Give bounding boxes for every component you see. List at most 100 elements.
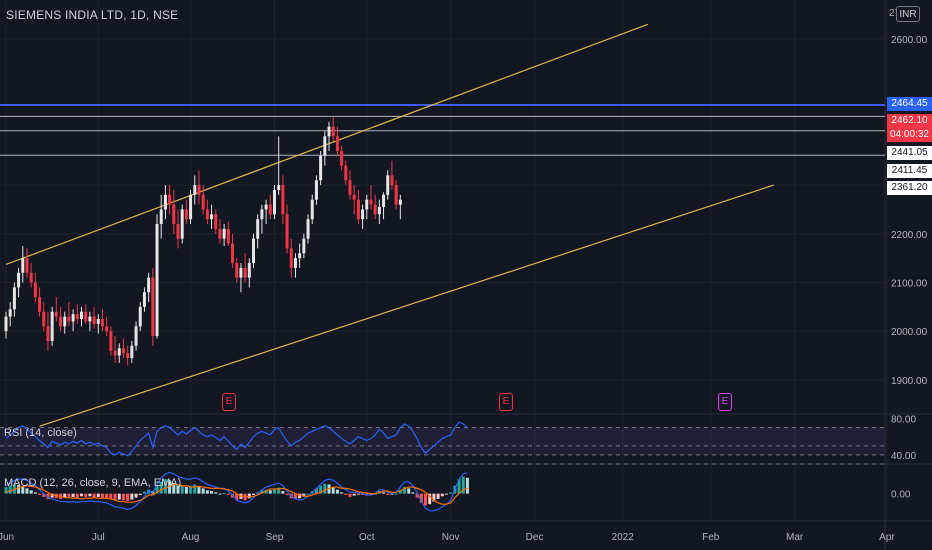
candle-body: [268, 204, 272, 215]
macd-histogram-bar: [29, 490, 33, 494]
price-axis-tick-label: 2000.00: [891, 327, 928, 338]
macd-histogram-bar: [126, 493, 130, 501]
macd-histogram-bar: [42, 493, 46, 497]
candle-body: [8, 309, 12, 317]
macd-histogram-bar: [117, 493, 121, 500]
macd-histogram-bar: [293, 493, 297, 499]
candle-body: [21, 258, 25, 273]
macd-histogram-bar: [440, 493, 444, 497]
macd-histogram-bar: [180, 485, 184, 494]
price-tag-level-3: 2361.20: [887, 181, 932, 195]
candle-body: [75, 314, 79, 320]
macd-histogram-bar: [247, 493, 251, 499]
symbol-title[interactable]: SIEMENS INDIA LTD, 1D, NSE: [6, 8, 179, 22]
price-axis-tick-label: 1900.00: [891, 376, 928, 387]
time-axis-tick-label: Nov: [442, 532, 460, 543]
macd-histogram-bar: [50, 493, 54, 498]
candle-body: [344, 165, 348, 181]
macd-histogram-bar: [63, 493, 67, 498]
candle-body: [331, 126, 335, 137]
time-axis-tick-label: Mar: [786, 532, 804, 543]
candle-body: [96, 319, 100, 324]
macd-histogram-bar: [222, 492, 226, 494]
top-axis-partial-label: 27: [889, 8, 901, 19]
candle-body: [252, 238, 256, 264]
macd-histogram-bar: [226, 493, 230, 495]
time-axis-tick-label: Aug: [182, 532, 200, 543]
candle-body: [260, 209, 264, 220]
candle-body: [390, 175, 394, 186]
candle-body: [42, 311, 46, 327]
macd-histogram-bar: [298, 493, 302, 499]
candle-body: [243, 267, 247, 278]
candle-body: [113, 350, 117, 356]
candle-body: [168, 194, 172, 205]
time-axis-tick-label: Feb: [702, 532, 720, 543]
candle-body: [4, 316, 8, 332]
macd-histogram-bar: [134, 493, 138, 498]
rsi-axis-tick-label: 80.00: [891, 415, 916, 426]
candle-body: [46, 326, 50, 341]
candle-body: [121, 348, 125, 354]
macd-histogram-bar: [155, 485, 159, 494]
time-axis-tick-label: 2022: [612, 532, 635, 543]
candle-body: [159, 209, 163, 225]
macd-histogram-bar: [285, 493, 289, 495]
macd-histogram-bar: [340, 492, 344, 494]
candle-body: [38, 297, 42, 312]
candle-body: [88, 316, 92, 322]
candle-body: [142, 292, 146, 307]
candle-body: [134, 326, 138, 346]
candle-body: [147, 277, 151, 293]
candle-body: [210, 214, 214, 220]
candle-body: [306, 219, 310, 239]
candle-body: [323, 136, 327, 156]
countdown-tag: 04:00:32: [887, 128, 932, 142]
currency-badge[interactable]: INR: [896, 6, 920, 22]
macd-histogram-bar: [403, 487, 407, 494]
macd-histogram-bar: [184, 487, 188, 494]
price-tag-level-1: 2441.05: [887, 146, 932, 160]
macd-axis-tick-label: 0.00: [891, 490, 911, 501]
candle-body: [369, 199, 373, 205]
macd-histogram-bar: [415, 493, 419, 498]
macd-histogram-bar: [113, 493, 117, 501]
macd-label[interactable]: MACD (12, 26, close, 9, EMA, EMA): [4, 477, 182, 489]
candle-body: [180, 209, 184, 239]
candle-body: [281, 185, 285, 215]
candle-body: [289, 248, 293, 268]
rsi-label[interactable]: RSI (14, close): [4, 427, 77, 439]
macd-histogram-bar: [235, 493, 239, 501]
candle-body: [100, 319, 104, 327]
candle-body: [193, 185, 197, 195]
candle-body: [231, 243, 235, 264]
earnings-event-marker-upcoming[interactable]: E: [718, 393, 732, 411]
last-price-tag: 2462.10: [887, 114, 932, 128]
macd-histogram-bar: [210, 491, 214, 494]
price-axis-tick-label: 2200.00: [891, 230, 928, 241]
macd-histogram-bar: [67, 493, 71, 499]
candle-body: [151, 277, 155, 337]
candle-body: [298, 253, 302, 259]
macd-histogram-bar: [272, 489, 276, 494]
macd-histogram-bar: [461, 476, 465, 494]
macd-histogram-bar: [407, 488, 411, 494]
macd-histogram-bar: [277, 487, 281, 494]
candle-body: [67, 316, 71, 322]
macd-histogram-bar: [424, 493, 427, 506]
candle-body: [398, 199, 402, 205]
candle-body: [352, 194, 356, 200]
candle-body: [365, 199, 369, 210]
macd-histogram-bar: [168, 480, 172, 494]
time-axis-tick-label: Dec: [526, 532, 544, 543]
earnings-event-marker[interactable]: E: [222, 393, 236, 411]
candle-body: [126, 353, 130, 358]
candle-body: [348, 180, 352, 195]
earnings-event-marker[interactable]: E: [499, 393, 513, 411]
macd-line: [5, 471, 468, 512]
candle-body: [247, 263, 251, 278]
candle-body: [130, 345, 134, 358]
candle-body: [314, 180, 318, 200]
candle-body: [340, 150, 344, 166]
